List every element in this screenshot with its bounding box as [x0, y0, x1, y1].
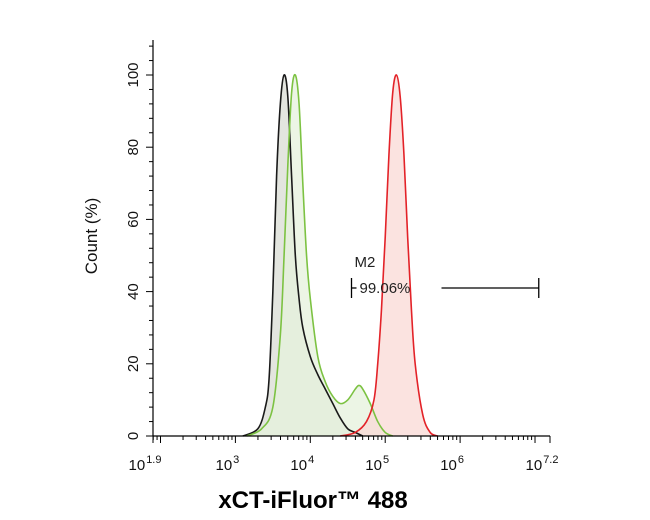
x-axis-title: xCT-iFluor™ 488 [218, 487, 407, 514]
y-axis-title: Count (%) [82, 198, 101, 275]
tick-labels: 0 20 40 60 80 100 101.9 103 104 105 106 107.2 [125, 62, 558, 474]
y-tick-label: 40 [125, 283, 142, 300]
histogram-lines [242, 73, 438, 437]
y-tick-label: 100 [125, 62, 142, 87]
histogram-fill-isotype [242, 74, 363, 436]
x-tick-label: 104 [290, 454, 314, 474]
x-tick-label: 106 [440, 454, 464, 474]
x-tick-label: 101.9 [129, 454, 162, 474]
gate-name-label: M2 [355, 254, 376, 271]
gate-m2: M2 99.06% [350, 254, 540, 298]
histogram-line-stained [340, 74, 438, 437]
histogram-fill-unstained [246, 74, 393, 437]
y-tick-label: 60 [125, 211, 142, 228]
axes [146, 40, 551, 443]
y-tick-label: 20 [125, 355, 142, 372]
histogram-line-isotype [242, 74, 364, 437]
y-tick-label: 80 [125, 139, 142, 156]
histogram-line-unstained [246, 73, 394, 437]
x-tick-label: 103 [215, 454, 239, 474]
x-tick-label: 107.2 [526, 454, 559, 474]
gate-percent-label: 99.06% [360, 280, 411, 297]
x-tick-label: 105 [365, 454, 389, 474]
y-tick-label: 0 [125, 432, 142, 440]
